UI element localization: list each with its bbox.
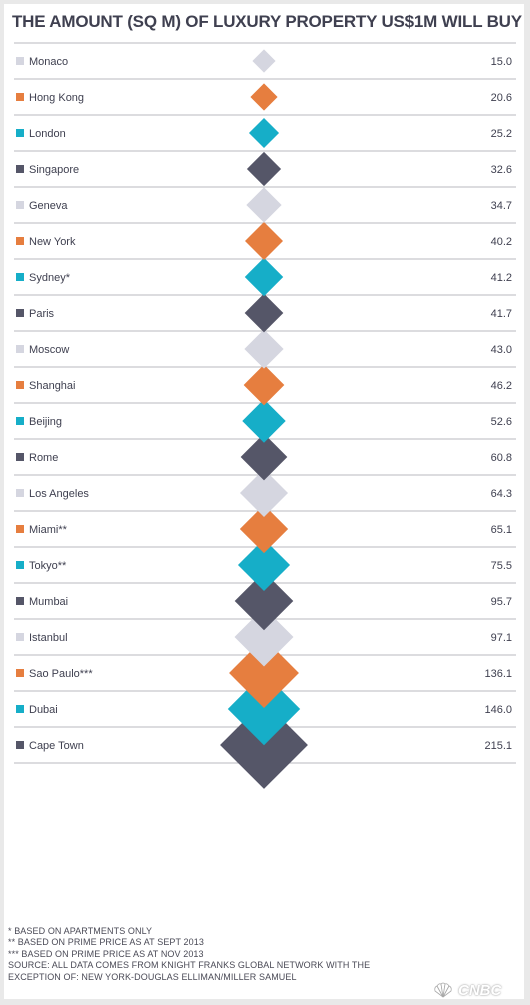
legend-swatch-london [16,129,24,137]
city-label-istanbul: Istanbul [29,632,68,644]
legend-swatch-new-york [16,237,24,245]
value-label-moscow: 43.0 [491,344,512,356]
value-label-cape-town: 215.1 [484,740,512,752]
city-label-paris: Paris [29,308,55,320]
legend-swatch-los-angeles [16,489,24,497]
diamond-istanbul [234,607,294,667]
diamond-paris [244,293,284,333]
diamond-shanghai [243,364,285,406]
value-label-mumbai: 95.7 [491,596,512,608]
value-label-dubai: 146.0 [484,704,512,716]
city-label-monaco: Monaco [29,56,68,68]
city-label-sydney: Sydney* [29,272,71,284]
city-label-dubai: Dubai [29,704,58,716]
diamond-mumbai [234,571,294,631]
city-label-sao-paulo: Sao Paulo*** [29,668,93,680]
diamond-dubai [227,672,301,746]
city-label-mumbai: Mumbai [29,596,68,608]
diamond-miami [239,504,289,554]
legend-swatch-mumbai [16,597,24,605]
diamond-los-angeles [239,468,289,518]
value-label-los-angeles: 64.3 [491,488,512,500]
city-label-tokyo: Tokyo** [29,560,67,572]
legend-swatch-singapore [16,165,24,173]
diamond-rome [240,433,288,481]
footnote-exception: EXCEPTION OF: NEW YORK-DOUGLAS ELLIMAN/M… [8,971,297,982]
city-label-cape-town: Cape Town [29,740,84,752]
value-label-rome: 60.8 [491,452,512,464]
value-label-miami: 65.1 [491,524,512,536]
value-label-shanghai: 46.2 [491,380,512,392]
diamond-hong-kong [250,83,278,111]
diamond-monaco [252,49,276,73]
value-label-new-york: 40.2 [491,236,512,248]
legend-swatch-geneva [16,201,24,209]
legend-swatch-sao-paulo [16,669,24,677]
diamond-sao-paulo [229,638,299,708]
value-label-sao-paulo: 136.1 [484,668,512,680]
diamond-london [248,117,280,149]
city-label-moscow: Moscow [29,344,69,356]
chart-title: THE AMOUNT (SQ M) OF LUXURY PROPERTY US$… [12,12,522,31]
legend-swatch-sydney [16,273,24,281]
value-label-hong-kong: 20.6 [491,92,512,104]
legend-swatch-hong-kong [16,93,24,101]
legend-swatch-miami [16,525,24,533]
city-label-los-angeles: Los Angeles [29,488,89,500]
value-label-geneva: 34.7 [491,200,512,212]
legend-swatch-shanghai [16,381,24,389]
footnote-apartments: * BASED ON APARTMENTS ONLY [8,926,153,936]
footnotes: * BASED ON APARTMENTS ONLY ** BASED ON P… [8,926,428,983]
city-label-new-york: New York [29,236,76,248]
legend-swatch-dubai [16,705,24,713]
diamond-geneva [246,187,282,223]
value-label-singapore: 32.6 [491,164,512,176]
value-label-monaco: 15.0 [491,56,512,68]
legend-swatch-monaco [16,57,24,65]
value-label-paris: 41.7 [491,308,512,320]
value-label-istanbul: 97.1 [491,632,512,644]
value-label-sydney: 41.2 [491,272,512,284]
footnote-source: SOURCE: ALL DATA COMES FROM KNIGHT FRANK… [8,960,371,971]
legend-swatch-beijing [16,417,24,425]
logo-text: CNBC [458,981,502,999]
peacock-icon [434,982,452,998]
city-label-hong-kong: Hong Kong [29,92,84,104]
legend-swatch-paris [16,309,24,317]
city-label-singapore: Singapore [29,164,79,176]
row-labels: Monaco 15.0 Hong Kong 20.6 London 25.2 Singapo… [16,56,512,752]
city-label-geneva: Geneva [29,200,68,212]
diamond-tokyo [237,538,291,592]
diamond-singapore [246,151,282,187]
footnote-nov-2013: *** BASED ON PRIME PRICE AS AT NOV 2013 [8,948,204,959]
diamond-new-york [245,222,283,260]
diamond-marks [220,49,308,789]
legend-swatch-tokyo [16,561,24,569]
value-label-beijing: 52.6 [491,416,512,428]
city-label-beijing: Beijing [29,416,62,428]
legend-swatch-rome [16,453,24,461]
footnote-sept-2013: ** BASED ON PRIME PRICE AS AT SEPT 2013 [8,937,204,948]
city-label-rome: Rome [29,452,58,464]
legend-swatch-cape-town [16,741,24,749]
value-label-tokyo: 75.5 [491,560,512,572]
value-label-london: 25.2 [491,128,512,140]
cnbc-logo: CNBC [432,980,501,1000]
city-label-london: London [29,128,66,140]
legend-swatch-istanbul [16,633,24,641]
city-label-shanghai: Shanghai [29,380,76,392]
diamond-moscow [244,329,284,369]
diamond-beijing [242,399,286,443]
diamond-sydney [244,257,284,297]
city-label-miami: Miami** [29,524,68,536]
legend-swatch-moscow [16,345,24,353]
